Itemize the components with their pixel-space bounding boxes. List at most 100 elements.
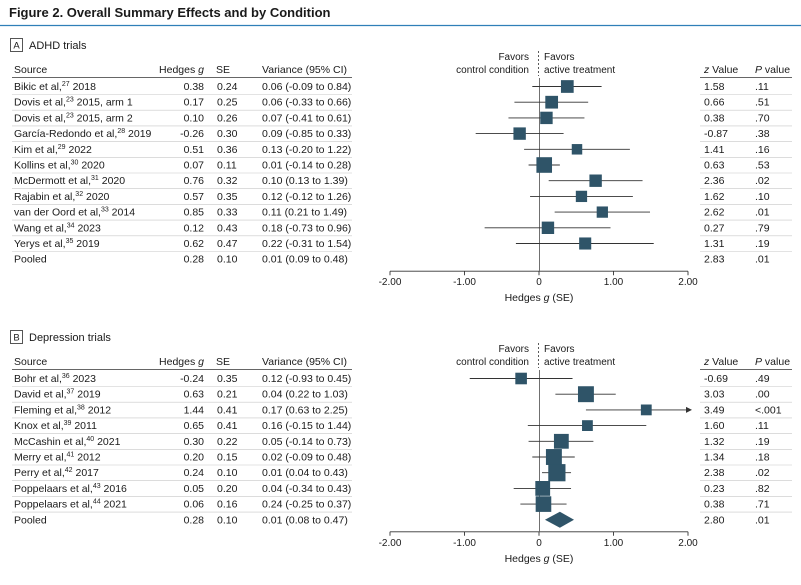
x-axis-tick-label: 2.00 [678,277,698,288]
p-value: .02 [755,467,770,479]
study-source: David et al,37 2019 [14,389,101,401]
hedges-g-value: 0.10 [184,112,205,124]
effect-size-marker [535,481,551,496]
column-header-p-value: P value [755,64,790,76]
ci-arrow [686,406,692,413]
pooled-z-value: 2.83 [704,254,725,266]
study-source: Kollins et al,30 2020 [14,160,105,172]
hedges-g-value: 0.65 [184,420,205,432]
z-value: 1.62 [704,191,725,203]
pooled-z-value: 2.80 [704,514,725,526]
variance-ci-value: 0.01 (-0.14 to 0.28) [262,160,351,172]
p-value: .51 [755,97,770,109]
z-value: 0.27 [704,222,725,234]
effect-size-marker [640,404,652,416]
p-value: .01 [755,207,770,219]
column-header-se: SE [216,64,230,76]
p-value: .79 [755,222,770,234]
x-axis-tick-label: 1.00 [604,538,624,549]
x-axis-tick-label: -1.00 [453,277,476,288]
variance-ci-value: 0.22 (-0.31 to 1.54) [262,238,351,250]
effect-size-marker [577,386,594,403]
z-value: 1.32 [704,436,725,448]
pooled-label: Pooled [14,254,47,266]
z-value: 0.66 [704,97,725,109]
z-value: 0.63 [704,160,725,172]
column-header-p-value: P value [755,356,790,368]
z-value: 1.41 [704,144,725,156]
p-value: .10 [755,191,770,203]
se-value: 0.32 [217,175,238,187]
se-value: 0.41 [217,420,238,432]
hedges-g-value: 0.06 [184,499,205,511]
favors-treatment-label: active treatment [544,65,615,76]
variance-ci-value: 0.06 (-0.33 to 0.66) [262,97,351,109]
pooled-label: Pooled [14,514,47,526]
z-value: 2.38 [704,467,725,479]
effect-size-marker [545,95,559,109]
se-value: 0.47 [217,238,238,250]
variance-ci-value: 0.16 (-0.15 to 1.44) [262,420,351,432]
p-value: .71 [755,499,770,511]
effect-size-marker [541,221,555,234]
variance-ci-value: 0.11 (0.21 to 1.49) [262,207,347,219]
column-header-se: SE [216,356,230,368]
column-header-hedges-g: Hedges g [159,64,204,76]
se-value: 0.35 [217,191,238,203]
column-header-hedges-g: Hedges g [159,356,204,368]
hedges-g-value: -0.24 [180,373,204,385]
column-header-source: Source [14,64,47,76]
hedges-g-value: 1.44 [184,404,205,416]
effect-size-marker [575,190,588,203]
pooled-hedges-g: 0.28 [184,514,205,526]
variance-ci-value: 0.09 (-0.85 to 0.33) [262,128,351,140]
z-value: 2.36 [704,175,725,187]
variance-ci-value: 0.12 (-0.93 to 0.45) [262,373,351,385]
x-axis-tick-label: -1.00 [453,538,476,549]
study-source: Poppelaars et al,44 2021 [14,499,127,511]
effect-size-marker [548,464,566,482]
z-value: -0.69 [704,373,728,385]
effect-size-marker [571,144,583,155]
se-value: 0.20 [217,483,238,495]
study-source: Bikic et al,27 2018 [14,81,96,93]
effect-size-marker [545,449,562,465]
column-header-z-value: z Value [703,64,738,76]
panel-letter: B [13,333,19,344]
z-value: 1.31 [704,238,725,250]
favors-control-label: Favors [498,52,529,63]
pooled-se: 0.10 [217,254,238,266]
column-header-z-value: z Value [703,356,738,368]
p-value: .11 [755,420,769,432]
column-header-variance: Variance (95% CI) [262,356,347,368]
favors-treatment-label: Favors [544,52,575,63]
variance-ci-value: 0.06 (-0.09 to 0.84) [262,81,351,93]
se-value: 0.41 [217,404,238,416]
variance-ci-value: 0.04 (-0.34 to 0.43) [262,483,351,495]
study-source: Knox et al,39 2011 [14,420,97,432]
x-axis-label: Hedges g (SE) [505,292,574,304]
variance-ci-value: 0.01 (0.04 to 0.43) [262,467,348,479]
p-value: .00 [755,389,770,401]
effect-size-marker [582,420,593,431]
hedges-g-value: 0.12 [184,222,205,234]
p-value: .11 [755,81,769,93]
z-value: 2.62 [704,207,725,219]
p-value: .02 [755,175,770,187]
hedges-g-value: 0.07 [184,160,205,172]
effect-size-marker [553,433,569,449]
se-value: 0.33 [217,207,238,219]
panel-letter: A [13,41,20,52]
z-value: 1.34 [704,452,725,464]
hedges-g-value: 0.76 [184,175,205,187]
study-source: García-Redondo et al,28 2019 [14,128,152,140]
effect-size-marker [596,206,608,218]
z-value: 1.60 [704,420,725,432]
hedges-g-value: 0.57 [184,191,205,203]
variance-ci-value: 0.07 (-0.41 to 0.61) [262,112,351,124]
x-axis-tick-label: 0 [536,538,542,549]
panel-title: Depression trials [29,332,111,344]
panel-letter-box [10,38,23,52]
z-value: 0.38 [704,499,725,511]
